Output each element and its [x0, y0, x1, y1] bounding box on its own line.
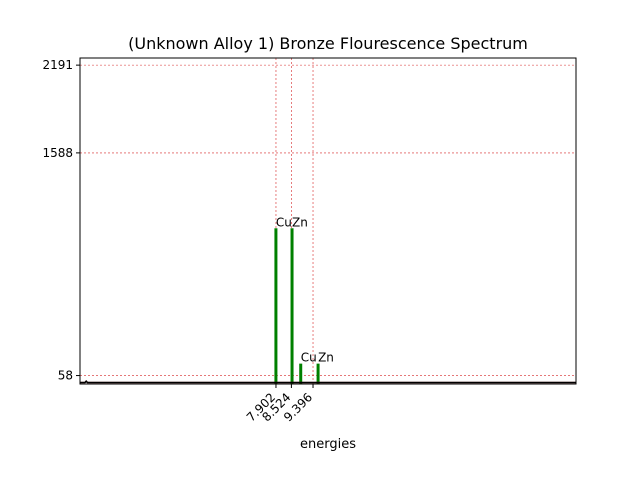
spectrum-lines: [80, 380, 576, 384]
peak-label: Cu: [301, 351, 317, 365]
peak-bar: [290, 228, 294, 384]
peak-bar: [316, 363, 320, 384]
peak-label: Zn: [318, 351, 334, 365]
spectrum-line: [80, 380, 576, 384]
y-tick-label: 58: [58, 369, 73, 383]
chart-title: (Unknown Alloy 1) Bronze Flourescence Sp…: [128, 34, 528, 53]
peak-label: Zn: [292, 215, 308, 229]
peak-label: Cu: [276, 215, 292, 229]
grid-lines: [80, 58, 576, 384]
x-axis-label: energies: [300, 437, 356, 452]
y-tick-label: 2191: [42, 58, 73, 72]
y-axis-ticks: 58 1588 2191: [42, 58, 80, 383]
y-tick-label: 1588: [42, 146, 73, 160]
peak-bars: [274, 228, 320, 384]
peak-bar: [274, 228, 278, 384]
peak-bar: [299, 363, 303, 384]
plot-frame: [79, 57, 577, 385]
